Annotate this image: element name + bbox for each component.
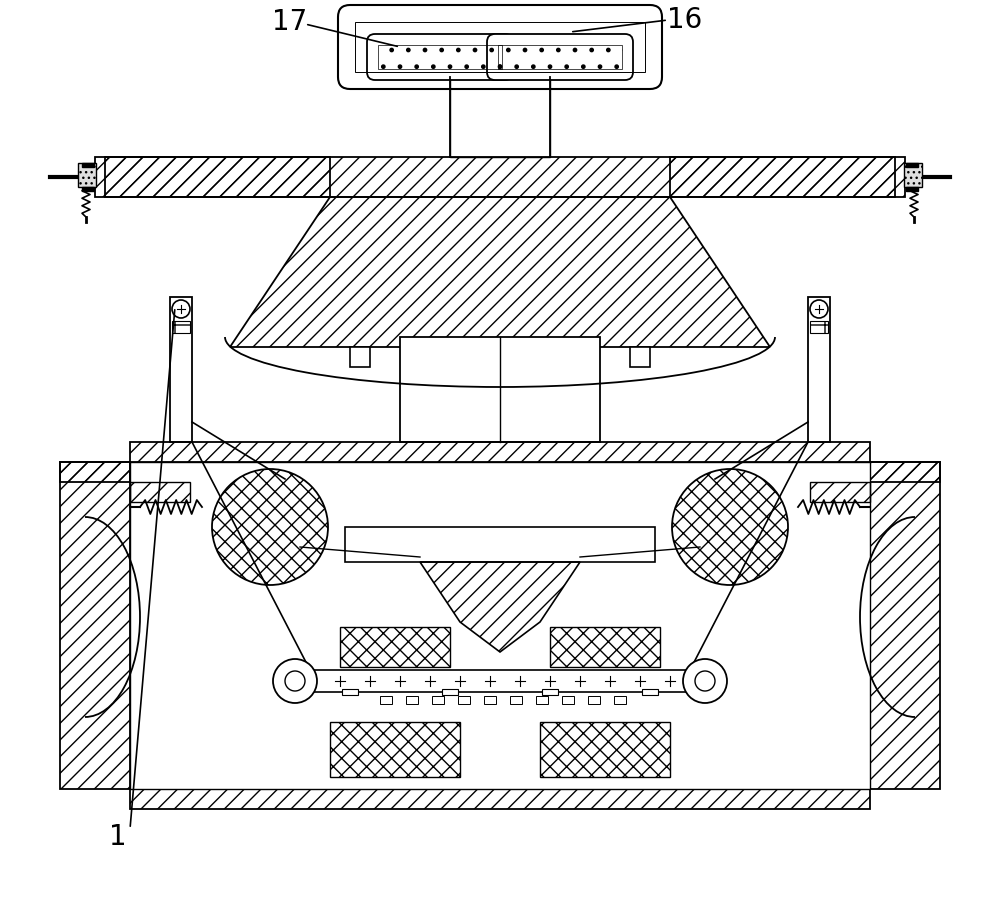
Bar <box>350 347 370 367</box>
Bar <box>380 696 392 704</box>
Text: 17: 17 <box>272 8 308 36</box>
FancyBboxPatch shape <box>338 5 662 89</box>
Bar <box>432 696 444 704</box>
Bar <box>406 696 418 704</box>
Bar <box>810 321 828 333</box>
Bar <box>540 722 670 777</box>
Bar <box>510 696 522 704</box>
Bar <box>810 482 870 502</box>
Text: 16: 16 <box>667 6 703 34</box>
Bar <box>906 187 918 191</box>
Bar <box>630 347 650 367</box>
Bar <box>550 627 660 667</box>
FancyBboxPatch shape <box>367 34 513 80</box>
Bar <box>280 670 720 692</box>
Circle shape <box>172 300 190 318</box>
Bar <box>536 696 548 704</box>
Bar <box>642 689 658 695</box>
Bar <box>130 462 870 789</box>
Bar <box>78 163 96 187</box>
Bar <box>340 627 450 667</box>
Bar <box>542 689 558 695</box>
Bar <box>130 482 190 502</box>
Bar <box>588 696 600 704</box>
Bar <box>82 163 94 167</box>
Circle shape <box>273 659 317 703</box>
Bar <box>614 696 626 704</box>
Bar <box>82 187 94 191</box>
Bar <box>458 696 470 704</box>
Text: 1: 1 <box>109 823 127 851</box>
Circle shape <box>683 659 727 703</box>
Bar <box>170 297 192 442</box>
Bar <box>808 297 830 442</box>
Bar <box>342 689 358 695</box>
Bar <box>172 321 190 333</box>
Bar <box>330 722 460 777</box>
Bar <box>400 337 600 442</box>
Circle shape <box>810 300 828 318</box>
Bar <box>904 163 922 187</box>
FancyBboxPatch shape <box>487 34 633 80</box>
Bar <box>906 163 918 167</box>
Bar <box>562 696 574 704</box>
Bar <box>345 527 655 562</box>
Circle shape <box>695 671 715 691</box>
Bar <box>484 696 496 704</box>
Circle shape <box>285 671 305 691</box>
Bar <box>442 689 458 695</box>
